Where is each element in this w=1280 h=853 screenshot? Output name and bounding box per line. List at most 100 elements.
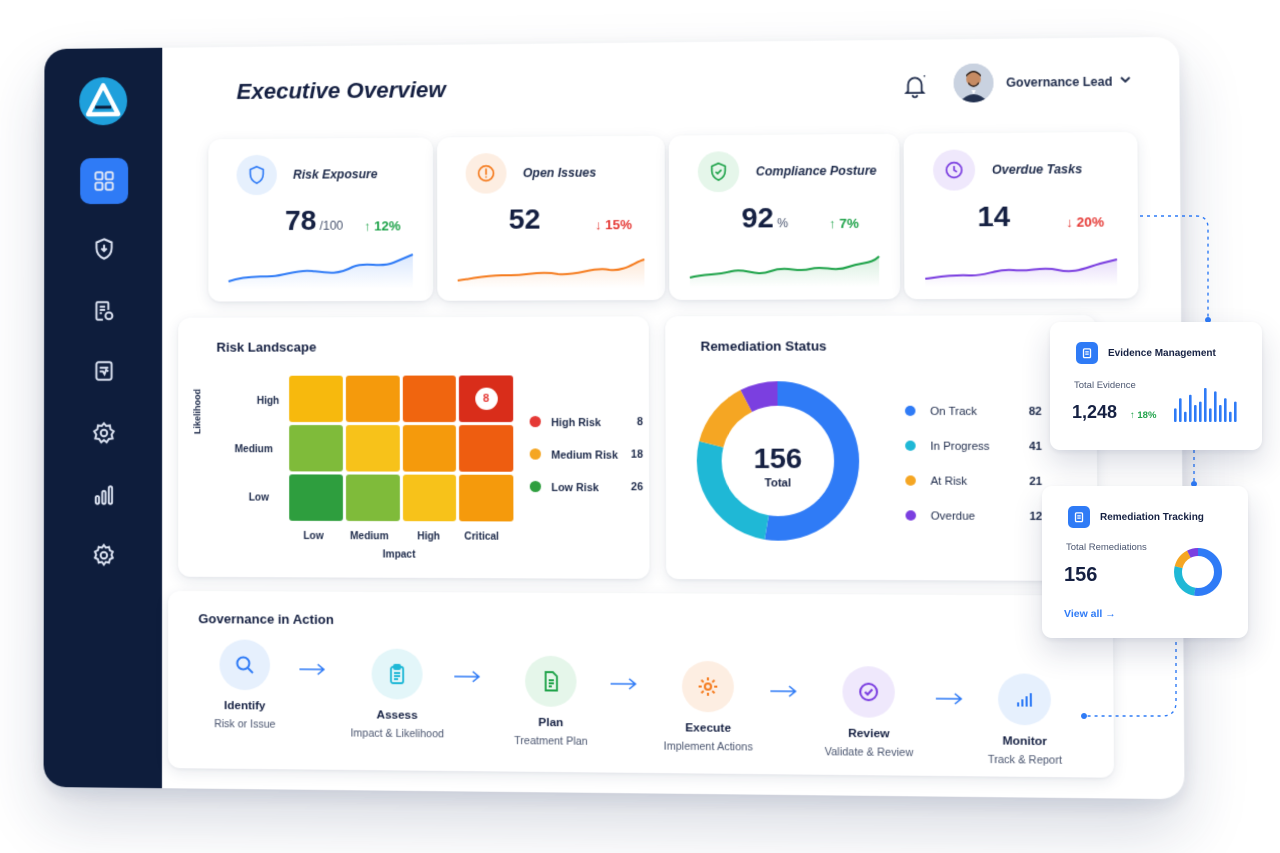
evidence-bar — [1229, 412, 1232, 422]
x-level-high: High — [417, 531, 440, 542]
heat-cell[interactable] — [346, 376, 400, 422]
clock-icon — [933, 149, 975, 190]
view-all-link[interactable]: View all → — [1064, 608, 1116, 620]
evidence-bar — [1199, 402, 1202, 422]
check-circle-icon — [842, 666, 895, 718]
bell-icon[interactable] — [901, 72, 928, 99]
tracking-value: 156 — [1064, 564, 1097, 587]
evidence-bar — [1209, 408, 1212, 422]
step-desc: Impact & Likelihood — [326, 727, 469, 740]
sidebar-item-controls[interactable] — [80, 410, 128, 456]
legend-at-risk: At Risk 21 — [905, 475, 1042, 488]
kpi-delta: ↑ 12% — [364, 218, 401, 233]
heat-cell[interactable] — [402, 425, 456, 472]
evidence-sub: Total Evidence — [1074, 380, 1136, 391]
legend-overdue: Overdue 12 — [905, 510, 1042, 523]
kpi-label: Risk Exposure — [293, 167, 377, 182]
heat-cell[interactable] — [346, 425, 400, 472]
chevron-down-icon[interactable] — [1118, 72, 1133, 87]
sidebar-item-settings[interactable] — [80, 532, 128, 578]
step-plan[interactable]: Plan Treatment Plan — [479, 655, 623, 748]
step-desc: Treatment Plan — [479, 735, 623, 749]
sidebar-item-risk[interactable] — [80, 226, 128, 272]
heat-cell[interactable] — [402, 475, 456, 522]
sidebar — [44, 48, 163, 788]
step-identify[interactable]: Identify Risk or Issue — [174, 639, 316, 731]
avatar[interactable] — [954, 63, 994, 102]
risk-heatmap: 8 — [289, 375, 513, 521]
kpi-sparkline — [923, 245, 1119, 287]
tracking-title: Remediation Tracking — [1100, 512, 1204, 523]
heat-cell[interactable] — [289, 425, 343, 471]
step-name: Assess — [326, 709, 469, 722]
sidebar-item-reports[interactable] — [80, 348, 128, 394]
step-execute[interactable]: Execute Implement Actions — [635, 661, 781, 754]
heat-cell[interactable] — [402, 376, 456, 423]
kpi-sparkline — [227, 248, 415, 289]
report-icon — [91, 358, 117, 384]
donut-caption: Total — [695, 477, 862, 490]
evidence-bar — [1174, 408, 1177, 422]
heat-cell[interactable] — [289, 474, 343, 521]
search-icon — [219, 639, 270, 690]
evidence-value: 1,248 — [1072, 402, 1117, 423]
heat-cell-highlight[interactable]: 8 — [459, 375, 513, 422]
step-name: Review — [796, 727, 943, 741]
governance-title: Governance in Action — [198, 611, 334, 627]
kpi-label: Overdue Tasks — [992, 162, 1082, 177]
evidence-bar — [1214, 391, 1217, 422]
arrow-right-icon — [297, 662, 327, 676]
x-level-critical: Critical — [464, 531, 499, 542]
y-level-medium: Medium — [235, 444, 273, 455]
tracking-donut — [1172, 546, 1224, 598]
heat-cell[interactable] — [346, 475, 400, 522]
document-icon — [525, 656, 577, 707]
x-level-low: Low — [303, 531, 323, 542]
kpi-card-overdue-tasks[interactable]: Overdue Tasks 14 ↓ 20% — [904, 132, 1139, 299]
sidebar-item-dashboard[interactable] — [80, 158, 128, 204]
analytics-icon — [91, 482, 117, 508]
legend-on-track: On Track 82 — [905, 406, 1042, 418]
heat-cell[interactable] — [459, 475, 513, 522]
step-monitor[interactable]: Monitor Track & Report — [950, 673, 1099, 767]
legend-in-progress: In Progress 41 — [905, 441, 1042, 453]
kpi-delta: ↓ 20% — [1066, 214, 1104, 230]
alert-circle-icon — [466, 153, 507, 194]
step-name: Monitor — [951, 735, 1099, 749]
heat-cell[interactable] — [459, 425, 513, 472]
kpi-card-compliance-posture[interactable]: Compliance Posture 92% ↑ 7% — [669, 134, 900, 300]
kpi-value: 52 — [509, 203, 544, 236]
remediation-tracking-card[interactable]: Remediation Tracking Total Remediations … — [1042, 486, 1248, 638]
main-content: Executive Overview Governance Lead — [162, 37, 1185, 799]
kpi-card-open-issues[interactable]: Open Issues 52 ↓ 15% — [437, 136, 665, 301]
heat-badge: 8 — [475, 388, 498, 410]
y-axis-label: Likelihood — [192, 389, 202, 434]
step-name: Plan — [479, 716, 623, 729]
heat-cell[interactable] — [289, 376, 342, 422]
x-axis-label: Impact — [383, 549, 416, 560]
evidence-bar — [1194, 405, 1197, 422]
remediation-status-title: Remediation Status — [700, 338, 826, 354]
evidence-management-card[interactable]: Evidence Management Total Evidence 1,248… — [1050, 322, 1262, 450]
risk-landscape-card: Risk Landscape Likelihood High Medium Lo… — [178, 316, 649, 579]
kpi-value: 78/100 — [285, 205, 343, 237]
risk-landscape-title: Risk Landscape — [216, 339, 316, 354]
shield-icon — [237, 155, 277, 195]
evidence-bar — [1219, 405, 1222, 422]
kpi-value: 92% — [741, 202, 788, 235]
sidebar-item-analytics[interactable] — [80, 472, 128, 518]
evidence-bar — [1179, 398, 1182, 422]
app-logo[interactable] — [78, 76, 128, 126]
sidebar-item-policies[interactable] — [80, 288, 128, 334]
step-name: Execute — [636, 722, 781, 736]
kpi-sparkline — [688, 246, 882, 288]
step-review[interactable]: Review Validate & Review — [795, 666, 942, 760]
step-assess[interactable]: Assess Impact & Likelihood — [326, 648, 469, 740]
kpi-delta: ↓ 15% — [595, 217, 632, 232]
evidence-bar — [1189, 395, 1192, 422]
user-name[interactable]: Governance Lead — [1006, 75, 1112, 90]
legend-medium-risk: Medium Risk 18 — [530, 448, 643, 461]
y-level-low: Low — [249, 492, 269, 503]
kpi-card-risk-exposure[interactable]: Risk Exposure 78/100 ↑ 12% — [208, 137, 433, 301]
evidence-bar-chart — [1174, 386, 1240, 424]
